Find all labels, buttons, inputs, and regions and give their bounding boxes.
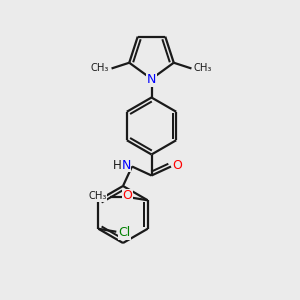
Text: Cl: Cl	[118, 226, 131, 239]
Text: CH₃: CH₃	[91, 63, 109, 73]
Text: O: O	[173, 159, 182, 172]
Text: H: H	[113, 159, 122, 172]
Text: O: O	[123, 189, 133, 202]
Text: N: N	[147, 73, 157, 86]
Text: N: N	[121, 159, 131, 172]
Text: CH₃: CH₃	[194, 63, 212, 73]
Text: CH₃: CH₃	[88, 191, 107, 201]
